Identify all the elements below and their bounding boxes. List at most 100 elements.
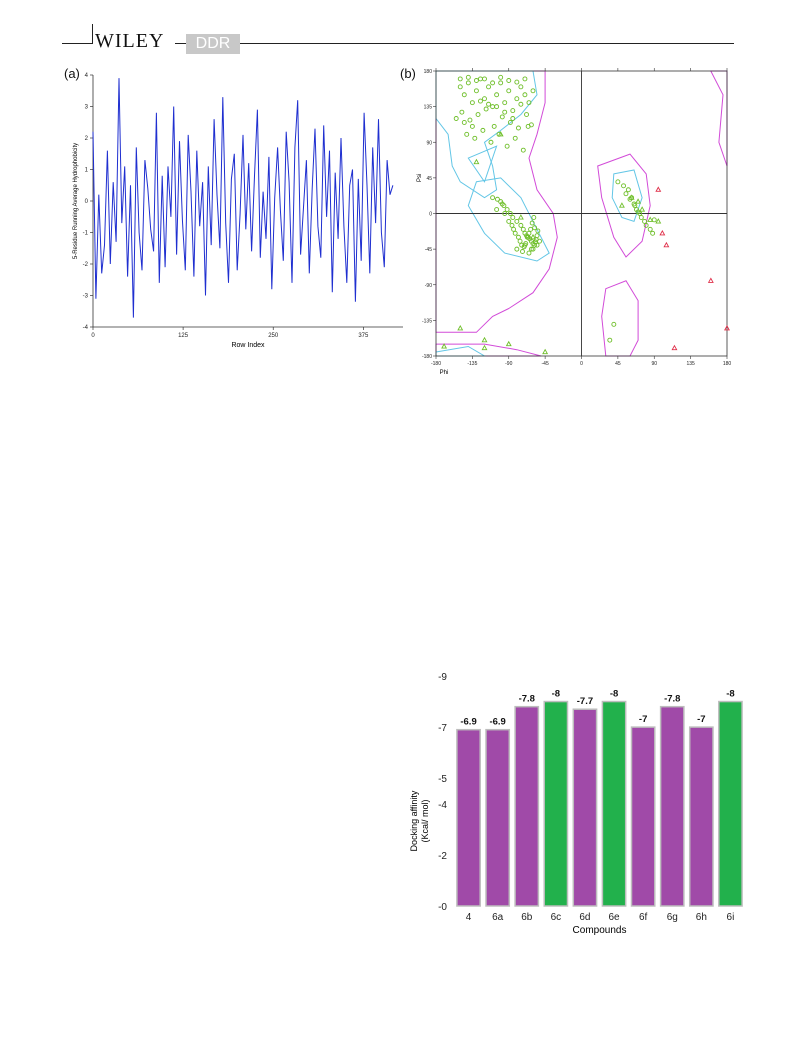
residue-point [475,112,481,117]
residue-point [514,246,520,252]
glycine-point [457,324,464,331]
residue-point [531,215,537,220]
psi-tick-label: 45 [426,176,432,182]
bar-value-label: -6.9 [460,717,476,728]
residue-point [524,234,530,240]
outlier-point [659,229,666,236]
residue-point [507,120,513,125]
residue-point [615,179,621,185]
bar-6b [514,705,540,907]
bar-chart-ticks: -9 -7 -5 -4 -2 -0 [438,672,447,913]
bar-value-label: -7.8 [664,694,680,705]
bar-category-label: 6d [579,912,590,923]
residue-point [520,147,526,153]
bar-6i [718,700,743,907]
residue-point [494,104,500,110]
y-tick-label: 0 [85,199,89,205]
docking-affinity-bar-chart: -9 -7 -5 -4 -2 -0 -6.9 4 -6.9 6a -7.8 6b -8 6c -7.7 6d… [409,672,743,936]
y-axis-label-line: Docking affinity [409,790,419,851]
bar-6c [543,700,569,907]
residue-point [638,215,644,220]
bar-6a [485,728,511,907]
bar-category-label: 4 [466,912,472,923]
glycine-point [635,198,642,204]
y-tick-label: -5 [438,774,447,785]
psi-tick-label: 135 [424,105,433,111]
residue-point [502,211,508,216]
header-rule-left [62,43,92,44]
outlier-point [671,344,678,351]
residue-point [532,225,538,231]
phi-tick-label: 90 [651,361,657,367]
residue-point [469,100,475,106]
bar-6g [659,705,685,907]
residue-point [499,114,505,120]
residue-point [518,222,524,228]
allowed-region-bottom-left [435,343,542,357]
residue-point [473,78,479,83]
residue-point [607,337,613,343]
residue-point [472,135,478,141]
residue-point [529,220,535,226]
y-tick-label: -2 [83,262,89,268]
line-chart-axes [92,75,403,328]
outlier-point [707,277,714,283]
residue-point [459,109,465,115]
residue-point [535,228,541,234]
residue-point [526,250,532,256]
outlier-point [655,186,662,192]
residue-point [532,242,538,248]
y-tick-label: 4 [85,73,89,79]
residue-point [621,183,626,189]
residue-point [510,215,516,220]
psi-tick-label: 90 [426,140,432,146]
residue-point [504,143,510,149]
page-header: WILEY DDR [0,0,793,60]
residue-point [534,242,540,248]
bar-value-label: -8 [552,689,560,700]
residue-point [647,226,653,232]
residue-point [464,131,470,137]
residue-point [453,116,459,121]
psi-tick-label: -45 [425,247,432,253]
residue-point [478,98,483,104]
residue-point [499,201,505,207]
residue-point [510,108,516,114]
glycine-point [530,233,536,240]
residue-point [522,76,528,82]
y-tick-label: -0 [438,902,447,913]
residue-point [518,84,524,90]
ramachandran-ticks: -180 -135 -90 -45 0 45 90 135 180 180 135 90 45 0 -45 -… [422,68,731,367]
bar-category-label: 6a [492,912,504,923]
publisher-logo: WILEY [95,30,165,52]
residue-point [483,106,489,112]
residue-point [537,238,542,244]
phi-tick-label: 0 [580,361,583,367]
residue-point [473,88,479,94]
y-tick-label: -7 [438,723,447,734]
glycine-point [542,348,549,355]
glycine-point [517,214,524,220]
allowed-region-right [597,153,651,258]
bar-value-label: -7 [639,714,647,725]
bar-category-label: 6c [551,912,562,923]
psi-tick-label: 180 [424,69,433,75]
residue-point [506,88,512,94]
residue-point [520,249,525,254]
core-region-beta [435,70,538,199]
residue-point [528,226,534,232]
residue-point [502,109,508,115]
residue-point [517,238,523,244]
bar-6e [601,700,627,907]
x-tick-label: 125 [178,333,189,339]
bar-6h [688,726,714,907]
residue-point [491,123,497,129]
residue-point [478,76,483,82]
psi-tick-label: -90 [425,283,432,289]
glycine-point [497,130,504,137]
residue-point [490,104,496,110]
glycine-point [655,218,662,224]
allowed-region-left [435,70,558,333]
residue-point [524,112,529,117]
